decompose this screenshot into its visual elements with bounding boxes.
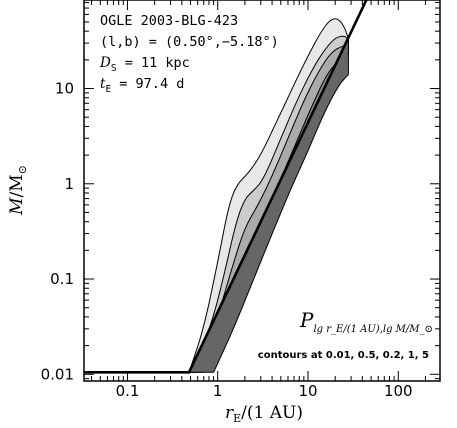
- info-line-4: tE = 97.4 d: [100, 76, 184, 95]
- tick-label-layer: 0.1 1 10 100 0.01 0.1 1 10: [41, 80, 413, 401]
- plot-frame: [83, 0, 441, 382]
- x-axis-label-rest: /(1 AU): [241, 403, 303, 423]
- info-line-3-symbol: D: [99, 55, 111, 71]
- x-tick-label: 10: [298, 382, 317, 400]
- y-tick-label: 10: [55, 80, 74, 98]
- info-line-1: OGLE 2003-BLG-423: [100, 13, 238, 29]
- y-axis-label: M/M⊙: [7, 165, 29, 216]
- x-tick-label: 100: [384, 382, 413, 400]
- probability-label-main: P: [299, 308, 314, 332]
- boundary-layer: [84, 0, 368, 374]
- info-line-3: DS = 11 kpc: [99, 55, 190, 74]
- probability-label: Plg r_E/(1 AU),lg M/M_⊙: [299, 308, 433, 335]
- x-axis-label-main: r: [225, 403, 234, 423]
- info-line-3-sub: S: [111, 63, 117, 74]
- probability-label-sub: lg r_E/(1 AU),lg M/M_⊙: [313, 324, 432, 335]
- tick-layer: [84, 0, 440, 381]
- x-axis-label: rE/(1 AU): [225, 403, 303, 425]
- y-axis-label-main: M: [7, 197, 27, 216]
- x-tick-label: 1: [213, 382, 223, 400]
- contours-note: contours at 0.01, 0.5, 0.2, 1, 5: [258, 350, 429, 361]
- info-line-3-rest: = 11 kpc: [117, 55, 190, 71]
- info-block: OGLE 2003-BLG-423 (l,b) = (0.50°,−5.18°)…: [99, 13, 279, 95]
- y-axis-label-rest: /M: [7, 174, 27, 197]
- y-tick-label: 0.1: [50, 270, 74, 288]
- info-line-2: (l,b) = (0.50°,−5.18°): [100, 34, 279, 50]
- x-axis-label-sub: E: [233, 412, 241, 425]
- x-tick-label: 0.1: [116, 382, 140, 400]
- info-line-4-sub: E: [105, 84, 111, 95]
- y-tick-label: 0.01: [41, 365, 74, 383]
- y-tick-label: 1: [64, 175, 74, 193]
- info-line-4-rest: = 97.4 d: [111, 76, 184, 92]
- y-axis-label-sub: ⊙: [16, 165, 29, 174]
- info-line-4-symbol: t: [100, 76, 106, 92]
- boundary-line: [84, 0, 368, 374]
